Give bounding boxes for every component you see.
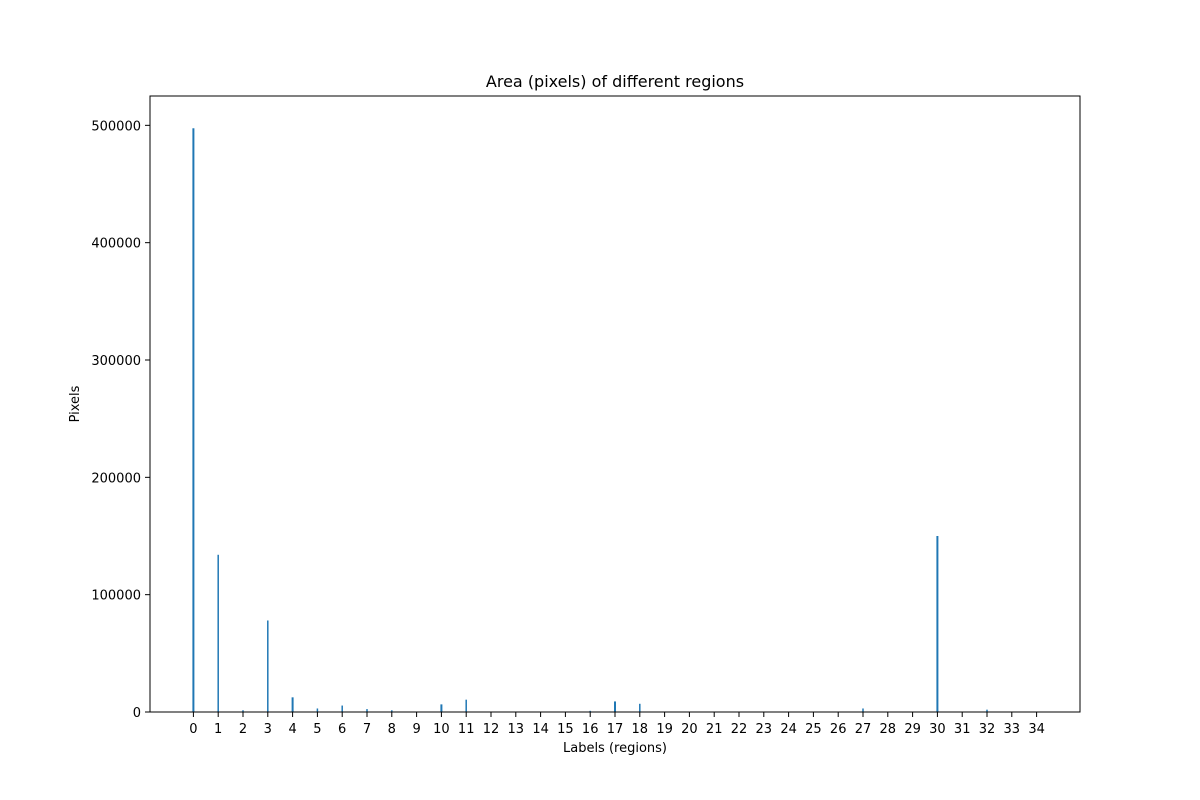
x-tick-label: 33 — [1004, 722, 1021, 737]
y-tick-label: 100000 — [91, 589, 141, 604]
x-tick-label: 15 — [557, 722, 574, 737]
y-axis-ticks: 0 100000 200000 300000 400000 500000 — [91, 119, 150, 721]
x-tick-label: 9 — [412, 722, 420, 737]
x-tick-label: 11 — [458, 722, 475, 737]
x-tick-label: 21 — [706, 722, 723, 737]
bar-18 — [639, 703, 641, 712]
bar-1 — [217, 554, 219, 712]
bar-6 — [341, 705, 343, 712]
bar-30 — [936, 536, 939, 712]
x-tick-label: 8 — [388, 722, 396, 737]
x-axis-label: Labels (regions) — [563, 741, 667, 756]
bar-0 — [192, 128, 195, 712]
x-tick-label: 29 — [904, 722, 921, 737]
x-tick-label: 12 — [483, 722, 500, 737]
y-tick-label: 0 — [133, 706, 141, 721]
x-tick-label: 2 — [239, 722, 247, 737]
x-tick-label: 14 — [532, 722, 549, 737]
x-tick-label: 16 — [582, 722, 599, 737]
y-tick-label: 400000 — [91, 237, 141, 252]
chart-title: Area (pixels) of different regions — [486, 72, 744, 91]
x-tick-label: 6 — [338, 722, 346, 737]
x-tick-label: 7 — [363, 722, 371, 737]
y-tick-label: 500000 — [91, 119, 141, 134]
x-tick-label: 18 — [632, 722, 649, 737]
x-tick-label: 25 — [805, 722, 822, 737]
bar-8 — [391, 710, 393, 712]
bar-10 — [440, 704, 443, 712]
x-tick-label: 31 — [954, 722, 971, 737]
y-tick-label: 300000 — [91, 354, 141, 369]
x-tick-label: 24 — [780, 722, 797, 737]
bar-4 — [291, 697, 294, 712]
bar-17 — [614, 701, 616, 712]
x-tick-label: 34 — [1028, 722, 1045, 737]
bar-27 — [862, 708, 864, 712]
x-tick-label: 27 — [855, 722, 872, 737]
bar-3 — [267, 620, 269, 712]
x-tick-label: 0 — [189, 722, 197, 737]
x-tick-label: 19 — [656, 722, 673, 737]
x-axis-ticks: 0 1 2 3 4 5 6 7 8 9 10 11 12 13 14 15 16 17 18 19 20 21 22 23 24… — [189, 712, 1045, 737]
x-tick-label: 1 — [214, 722, 222, 737]
x-tick-label: 28 — [880, 722, 897, 737]
x-tick-label: 26 — [830, 722, 847, 737]
x-tick-label: 32 — [979, 722, 996, 737]
bar-11 — [465, 699, 467, 712]
x-tick-label: 10 — [433, 722, 450, 737]
x-tick-label: 22 — [731, 722, 748, 737]
bars-layer — [192, 128, 988, 712]
x-tick-label: 13 — [508, 722, 525, 737]
x-tick-label: 5 — [313, 722, 321, 737]
x-tick-label: 23 — [756, 722, 773, 737]
bar-2 — [242, 710, 244, 712]
bar-16 — [589, 710, 591, 712]
x-tick-label: 20 — [681, 722, 698, 737]
bar-7 — [366, 709, 368, 712]
x-tick-label: 4 — [288, 722, 296, 737]
bar-5 — [316, 708, 319, 712]
plot-frame — [149, 95, 1081, 713]
y-tick-label: 200000 — [91, 471, 141, 486]
bar-32 — [986, 709, 988, 712]
x-tick-label: 17 — [607, 722, 624, 737]
y-axis-label: Pixels — [68, 385, 83, 422]
x-tick-label: 3 — [264, 722, 272, 737]
x-tick-label: 30 — [929, 722, 946, 737]
